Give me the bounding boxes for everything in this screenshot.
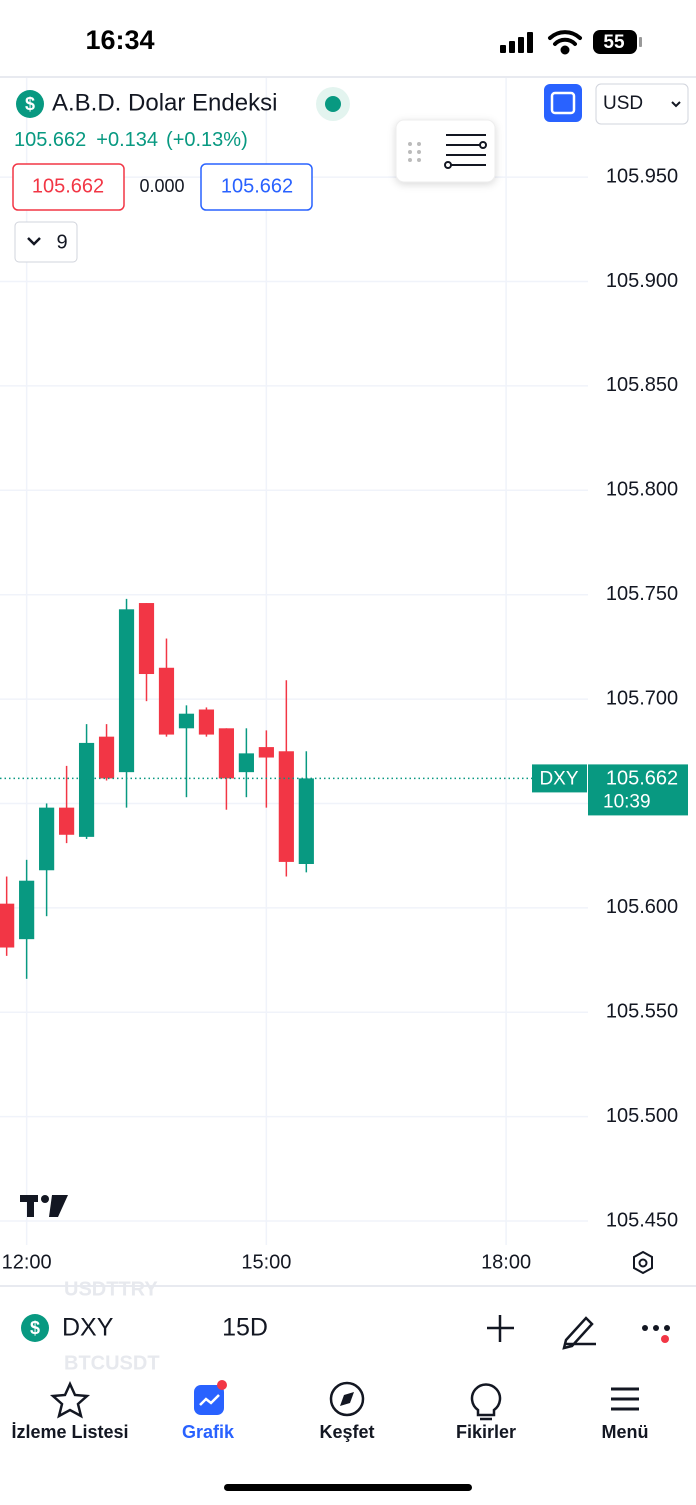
chevron xyxy=(27,237,41,246)
ideas-icon[interactable] xyxy=(470,1383,502,1421)
x-tick-label: 15:00 xyxy=(241,1251,291,1273)
symbol-icon-glyph: $ xyxy=(25,94,35,114)
y-tick-label: 105.500 xyxy=(606,1105,678,1127)
layout-panel[interactable] xyxy=(395,119,496,183)
battery-icon xyxy=(593,30,637,54)
signal-icon xyxy=(500,32,533,53)
currency: USD xyxy=(603,93,643,114)
interval[interactable]: 15D xyxy=(222,1314,268,1342)
y-tick-label: 105.550 xyxy=(606,1001,678,1023)
symbol-tag-label: DXY xyxy=(539,768,578,789)
symbol-icon xyxy=(21,1314,49,1342)
y-tick-label: 105.600 xyxy=(606,896,678,918)
indicator-count: 9 xyxy=(56,231,67,253)
candle-body xyxy=(238,753,254,773)
y-tick-label: 105.750 xyxy=(606,583,678,605)
candle-body xyxy=(118,609,135,773)
change: +0.134 xyxy=(96,129,158,151)
indicators-toggle[interactable] xyxy=(14,221,78,263)
explore-icon[interactable] xyxy=(329,1381,365,1417)
x-tick-label: 12:00 xyxy=(2,1251,52,1273)
x-tick-label: 18:00 xyxy=(481,1251,531,1273)
candle-body xyxy=(178,713,195,729)
price-tag-label: 105.662 xyxy=(606,768,678,790)
nav-label: Grafik xyxy=(182,1422,235,1442)
candle-body xyxy=(98,736,115,779)
y-tick-label: 105.850 xyxy=(606,374,678,396)
countdown: 10:39 xyxy=(603,791,651,812)
candle-body xyxy=(218,728,235,779)
bid: 105.662 xyxy=(32,175,104,197)
nav-label: Keşfet xyxy=(319,1422,374,1442)
explore-glyph xyxy=(340,1392,354,1406)
watchlist-icon[interactable] xyxy=(49,1380,91,1419)
fullscreen-button[interactable] xyxy=(544,84,582,122)
draw-button[interactable] xyxy=(562,1316,596,1350)
symbol-tag xyxy=(532,764,587,793)
nav-label: İzleme Listesi xyxy=(11,1422,128,1442)
more-button[interactable] xyxy=(642,1325,670,1343)
candle-body xyxy=(298,778,314,865)
candle-body xyxy=(78,742,95,837)
y-tick-label: 105.800 xyxy=(606,479,678,501)
fullscreen-glyph xyxy=(550,91,576,115)
chevron xyxy=(671,101,681,108)
spread: 0.000 xyxy=(139,176,184,196)
candle-body xyxy=(158,667,175,735)
ask: 105.662 xyxy=(221,175,293,197)
nav-label: Menü xyxy=(602,1422,649,1442)
candle-body xyxy=(19,880,35,940)
y-tick-label: 105.900 xyxy=(606,270,678,292)
market-status[interactable] xyxy=(325,96,341,112)
candle-body xyxy=(258,747,274,758)
badge xyxy=(217,1380,227,1390)
candle-body xyxy=(59,807,75,835)
settings-glyph xyxy=(638,1258,648,1268)
chart-glyph xyxy=(199,1394,220,1406)
y-tick-label: 105.450 xyxy=(606,1209,678,1231)
battery-level: 55 xyxy=(603,32,625,53)
y-tick-label: 105.950 xyxy=(606,165,678,187)
buy-button[interactable] xyxy=(200,163,313,211)
candle-body xyxy=(0,903,15,948)
price-line: 105.662 +0.134 (+0.13%) xyxy=(14,129,248,151)
wifi-icon xyxy=(548,30,582,55)
menu-icon[interactable] xyxy=(611,1387,639,1411)
symbol-name[interactable]: A.B.D. Dolar Endeksi xyxy=(52,89,277,116)
candle-body xyxy=(198,709,215,735)
candle-body xyxy=(278,751,294,862)
status-time: 16:34 xyxy=(85,25,154,55)
add-button[interactable] xyxy=(487,1315,514,1342)
change-pct: (+0.13%) xyxy=(166,129,248,151)
currency-select[interactable] xyxy=(595,83,689,125)
price: 105.662 xyxy=(14,129,86,151)
ghost-symbol: BTCUSDT xyxy=(64,1352,160,1374)
home-indicator xyxy=(224,1484,472,1491)
settings-icon[interactable] xyxy=(633,1250,653,1275)
candle-body xyxy=(138,603,155,675)
candle-body xyxy=(39,807,55,871)
nav-label: Fikirler xyxy=(456,1422,516,1442)
battery-tip xyxy=(639,37,642,47)
sell-button[interactable] xyxy=(12,163,125,211)
symbol-icon-glyph: $ xyxy=(30,1318,40,1338)
tv-logo xyxy=(20,1195,68,1217)
y-tick-label: 105.700 xyxy=(606,687,678,709)
ghost-symbol: USDTTRY xyxy=(64,1278,158,1300)
symbol-icon xyxy=(16,90,44,118)
toolbar-symbol[interactable]: DXY xyxy=(62,1314,114,1342)
price-tag xyxy=(588,764,688,816)
